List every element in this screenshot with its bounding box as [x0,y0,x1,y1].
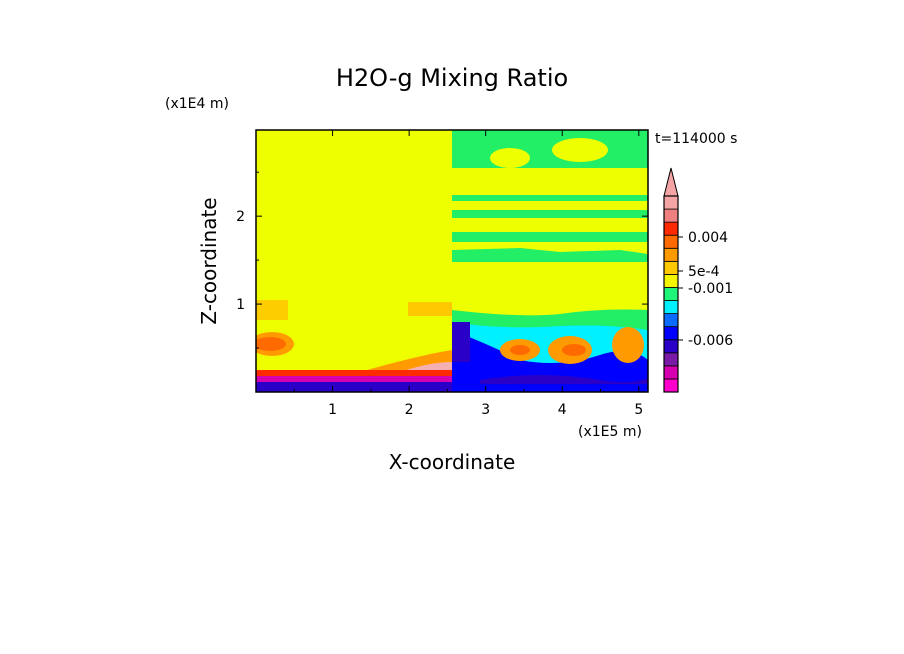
colorbar-swatch [663,208,679,223]
colorbar-label: 5e-4 [688,264,720,280]
contour-highlights [460,279,620,300]
time-label: t=114000 s [655,131,737,147]
colorbar-swatch [663,221,679,236]
contour-field [256,130,648,392]
colorbar-label: -0.001 [688,281,733,297]
y-unit-label: (x1E4 m) [165,96,229,112]
x-tick-label: 5 [634,402,643,418]
colorbar-swatch [663,287,679,301]
x-tick-label: 4 [558,402,567,418]
contour-green-band-3 [452,232,648,242]
colorbar-swatch [663,195,679,210]
plot-frame [255,129,649,393]
y-tick-label: 1 [236,297,245,313]
x-unit-label: (x1E5 m) [578,424,642,440]
y-axis-ticks: 12 [236,171,648,349]
chart-title: H2O-g Mixing Ratio [336,64,568,92]
contour-surface-edge [256,370,452,376]
contour-green-band-4 [452,248,648,262]
x-axis-label: X-coordinate [389,450,516,474]
colorbar-swatch [663,365,679,380]
left-domain-features [256,300,452,392]
contour-left-column [452,322,470,362]
contour-yellow-cell-1 [490,148,530,168]
colorbar-label: -0.006 [688,333,733,349]
colorbar-swatch [663,234,679,249]
colorbar-swatch [663,300,679,314]
contour-orange-cell-3 [612,327,644,363]
colorbar-swatch [663,313,679,328]
contour-lower-blue [452,330,648,392]
colorbar-swatch [663,378,679,393]
y-axis-label: Z-coordinate [197,197,221,324]
colorbar-overflow-arrow [663,167,679,197]
colorbar-swatch [663,260,679,275]
contour-orange-patch [256,300,288,320]
contour-orange-band [408,302,452,316]
colorbar-label: 0.004 [688,230,728,246]
right-domain-features [452,130,648,392]
contour-green-band-2 [452,210,648,218]
y-tick-label: 2 [236,209,245,225]
contour-ground-layer [256,382,452,392]
colorbar-swatch [663,326,679,341]
x-axis-ticks: 1 2 3 4 5 [293,130,643,418]
x-tick-label: 3 [481,402,490,418]
colorbar-swatch [663,339,679,354]
colorbar-swatch [663,273,679,288]
x-tick-label: 2 [405,402,414,418]
contour-green-band-1 [452,195,648,201]
contour-upper-yellow [452,168,648,194]
contour-orange-core-2 [562,344,586,356]
colorbar: 0.004 5e-4-0.001 -0.006 [663,167,733,393]
colorbar-swatch [663,352,679,367]
colorbar-swatch [663,247,679,262]
contour-moist-core [256,337,286,351]
colorbar-frame [663,195,679,393]
contour-yellow-cell-2 [552,138,608,162]
contour-upper-green [452,130,648,168]
contour-orange-core-1 [510,345,530,355]
contour-bottom-band [452,384,648,392]
x-tick-label: 1 [328,402,337,418]
